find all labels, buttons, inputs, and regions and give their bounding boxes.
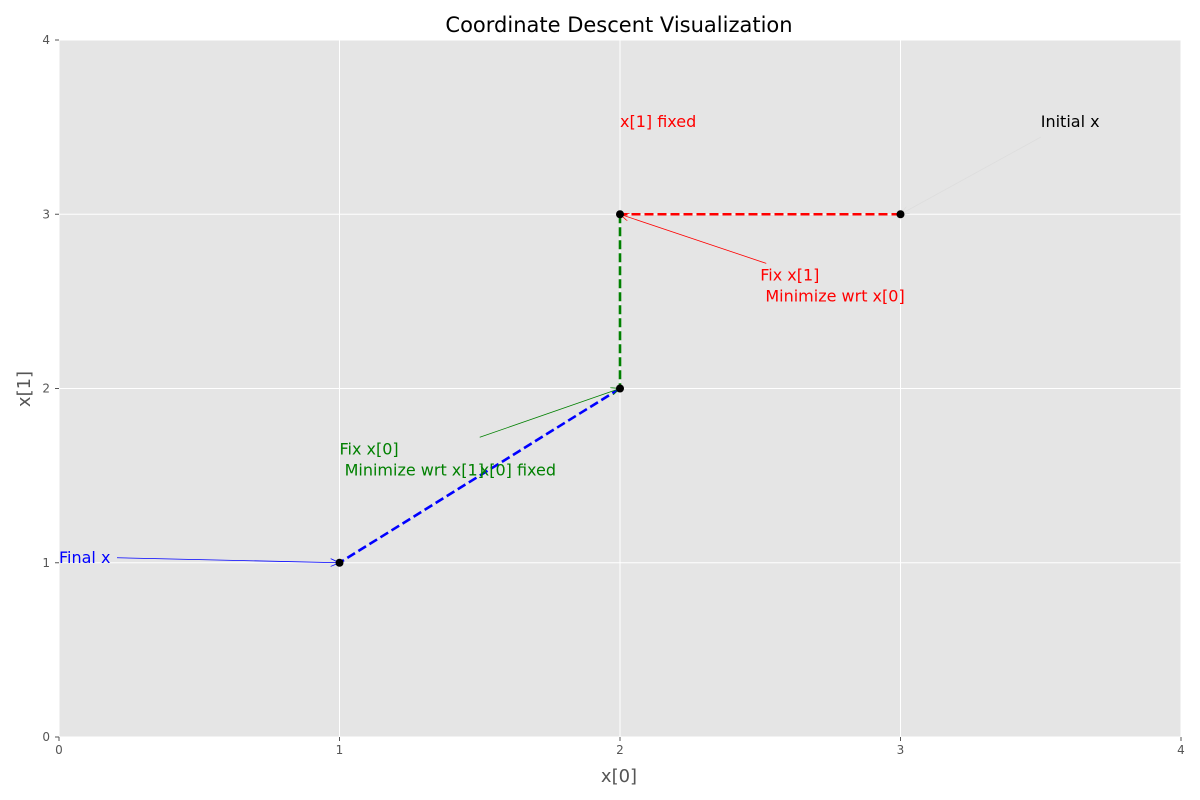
data-point-3 bbox=[616, 384, 624, 393]
annotation-5: x[0] fixed bbox=[480, 461, 556, 480]
y-tick-label: 4 bbox=[42, 33, 50, 47]
annotation-3: x[1] fixed bbox=[620, 112, 696, 131]
x-tick-label: 4 bbox=[1177, 743, 1185, 757]
x-tick-label: 3 bbox=[897, 743, 905, 757]
data-points bbox=[335, 210, 905, 567]
y-tick-label: 0 bbox=[42, 730, 50, 744]
annotations: Initial x Fix x[1] Minimize wrt x[0] x[1] … bbox=[59, 112, 1100, 567]
annotation-1: Initial x bbox=[1041, 112, 1100, 131]
path-segment-3 bbox=[338, 387, 621, 564]
data-point-4 bbox=[335, 558, 344, 567]
x-tick-label: 2 bbox=[616, 743, 624, 757]
annotation-arrow-4 bbox=[479, 389, 620, 438]
y-tick-label: 2 bbox=[42, 382, 50, 396]
annotation-arrow-6 bbox=[116, 557, 340, 563]
y-axis-label: x[1] bbox=[14, 371, 35, 407]
annotation-arrows bbox=[116, 136, 1041, 563]
y-tick-label: 3 bbox=[42, 207, 50, 221]
annotation-4: Fix x[0] Minimize wrt x[1] bbox=[340, 440, 484, 480]
annotation-6: Final x bbox=[59, 548, 110, 567]
annotation-2: Fix x[1] Minimize wrt x[0] bbox=[760, 265, 904, 305]
x-tick-label: 1 bbox=[336, 743, 344, 757]
axis-ticks: 0 1 2 3 4 0 1 2 3 4 bbox=[42, 33, 1184, 757]
data-point-1 bbox=[896, 210, 905, 219]
data-point-2 bbox=[616, 210, 624, 219]
annotation-arrow-1 bbox=[901, 136, 1041, 214]
chart-title: Coordinate Descent Visualization bbox=[445, 13, 792, 37]
annotation-arrow-2 bbox=[620, 214, 767, 264]
x-axis-label: x[0] bbox=[601, 766, 637, 787]
path-segments bbox=[338, 212, 901, 564]
x-tick-label: 0 bbox=[55, 743, 63, 757]
y-tick-label: 1 bbox=[42, 556, 50, 570]
